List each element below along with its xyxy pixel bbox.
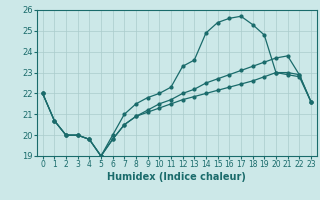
X-axis label: Humidex (Indice chaleur): Humidex (Indice chaleur) <box>108 172 246 182</box>
